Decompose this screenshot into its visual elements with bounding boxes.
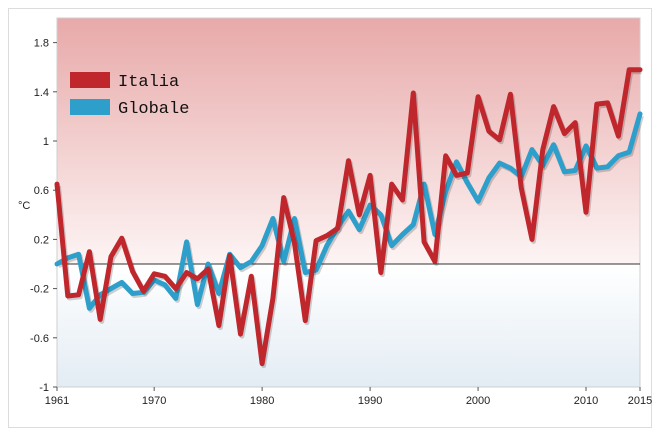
y-tick-label: 1.8 [34, 38, 49, 50]
x-tick-label: 2015 [628, 395, 652, 407]
x-tick-label: 1961 [45, 395, 69, 407]
x-tick-label: 1980 [250, 395, 274, 407]
legend: Italia Globale [70, 72, 189, 119]
x-axis: 1961 1970 1980 1990 2000 2010 2015 [45, 387, 652, 407]
legend-swatch-globale [70, 99, 110, 115]
y-axis-label: °C [18, 200, 30, 212]
cool-background [57, 264, 640, 387]
legend-label-globale: Globale [118, 100, 189, 119]
y-tick-label: 1 [43, 136, 49, 148]
legend-label-italia: Italia [118, 73, 179, 92]
y-tick-label: -0.2 [30, 284, 49, 296]
x-tick-label: 2010 [574, 395, 598, 407]
y-tick-label: -1 [39, 382, 49, 394]
x-tick-label: 2000 [466, 395, 490, 407]
y-tick-label: -0.6 [30, 333, 49, 345]
y-tick-label: 1.4 [34, 87, 49, 99]
series-line-italia [54, 67, 643, 367]
x-tick-label: 1970 [142, 395, 166, 407]
y-axis: -1 -0.6 -0.2 0.2 0.6 1 1.4 1.8 [30, 38, 57, 394]
x-tick-label: 1990 [358, 395, 382, 407]
series-layer [54, 67, 644, 369]
warm-background [57, 18, 640, 264]
y-tick-label: 0.6 [34, 185, 49, 197]
legend-swatch-italia [70, 72, 110, 88]
y-tick-label: 0.2 [34, 234, 49, 246]
